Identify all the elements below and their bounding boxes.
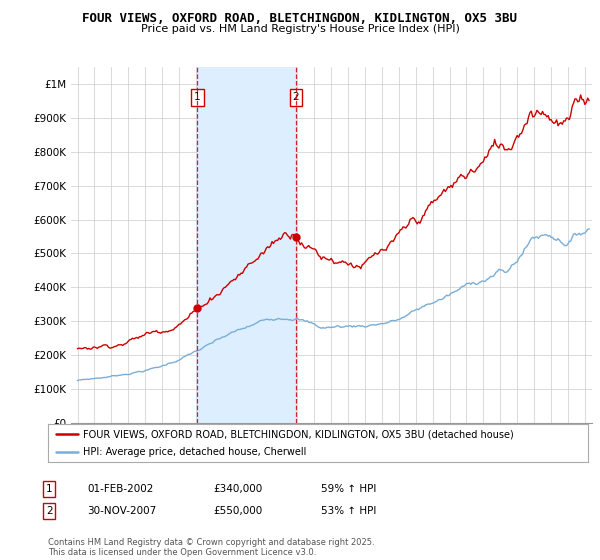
Text: FOUR VIEWS, OXFORD ROAD, BLETCHINGDON, KIDLINGTON, OX5 3BU (detached house): FOUR VIEWS, OXFORD ROAD, BLETCHINGDON, K… <box>83 429 514 439</box>
Text: £550,000: £550,000 <box>213 506 262 516</box>
Text: 1: 1 <box>194 92 200 102</box>
Text: 01-FEB-2002: 01-FEB-2002 <box>87 484 154 494</box>
Text: Contains HM Land Registry data © Crown copyright and database right 2025.
This d: Contains HM Land Registry data © Crown c… <box>48 538 374 557</box>
Text: 2: 2 <box>46 506 53 516</box>
Text: 1: 1 <box>46 484 53 494</box>
Text: HPI: Average price, detached house, Cherwell: HPI: Average price, detached house, Cher… <box>83 447 307 457</box>
Bar <box>197 67 296 423</box>
Text: Price paid vs. HM Land Registry's House Price Index (HPI): Price paid vs. HM Land Registry's House … <box>140 24 460 34</box>
Text: FOUR VIEWS, OXFORD ROAD, BLETCHINGDON, KIDLINGTON, OX5 3BU: FOUR VIEWS, OXFORD ROAD, BLETCHINGDON, K… <box>83 12 517 25</box>
Text: £340,000: £340,000 <box>213 484 262 494</box>
Text: 30-NOV-2007: 30-NOV-2007 <box>87 506 156 516</box>
Text: 2: 2 <box>293 92 299 102</box>
Text: 53% ↑ HPI: 53% ↑ HPI <box>321 506 376 516</box>
Text: 59% ↑ HPI: 59% ↑ HPI <box>321 484 376 494</box>
